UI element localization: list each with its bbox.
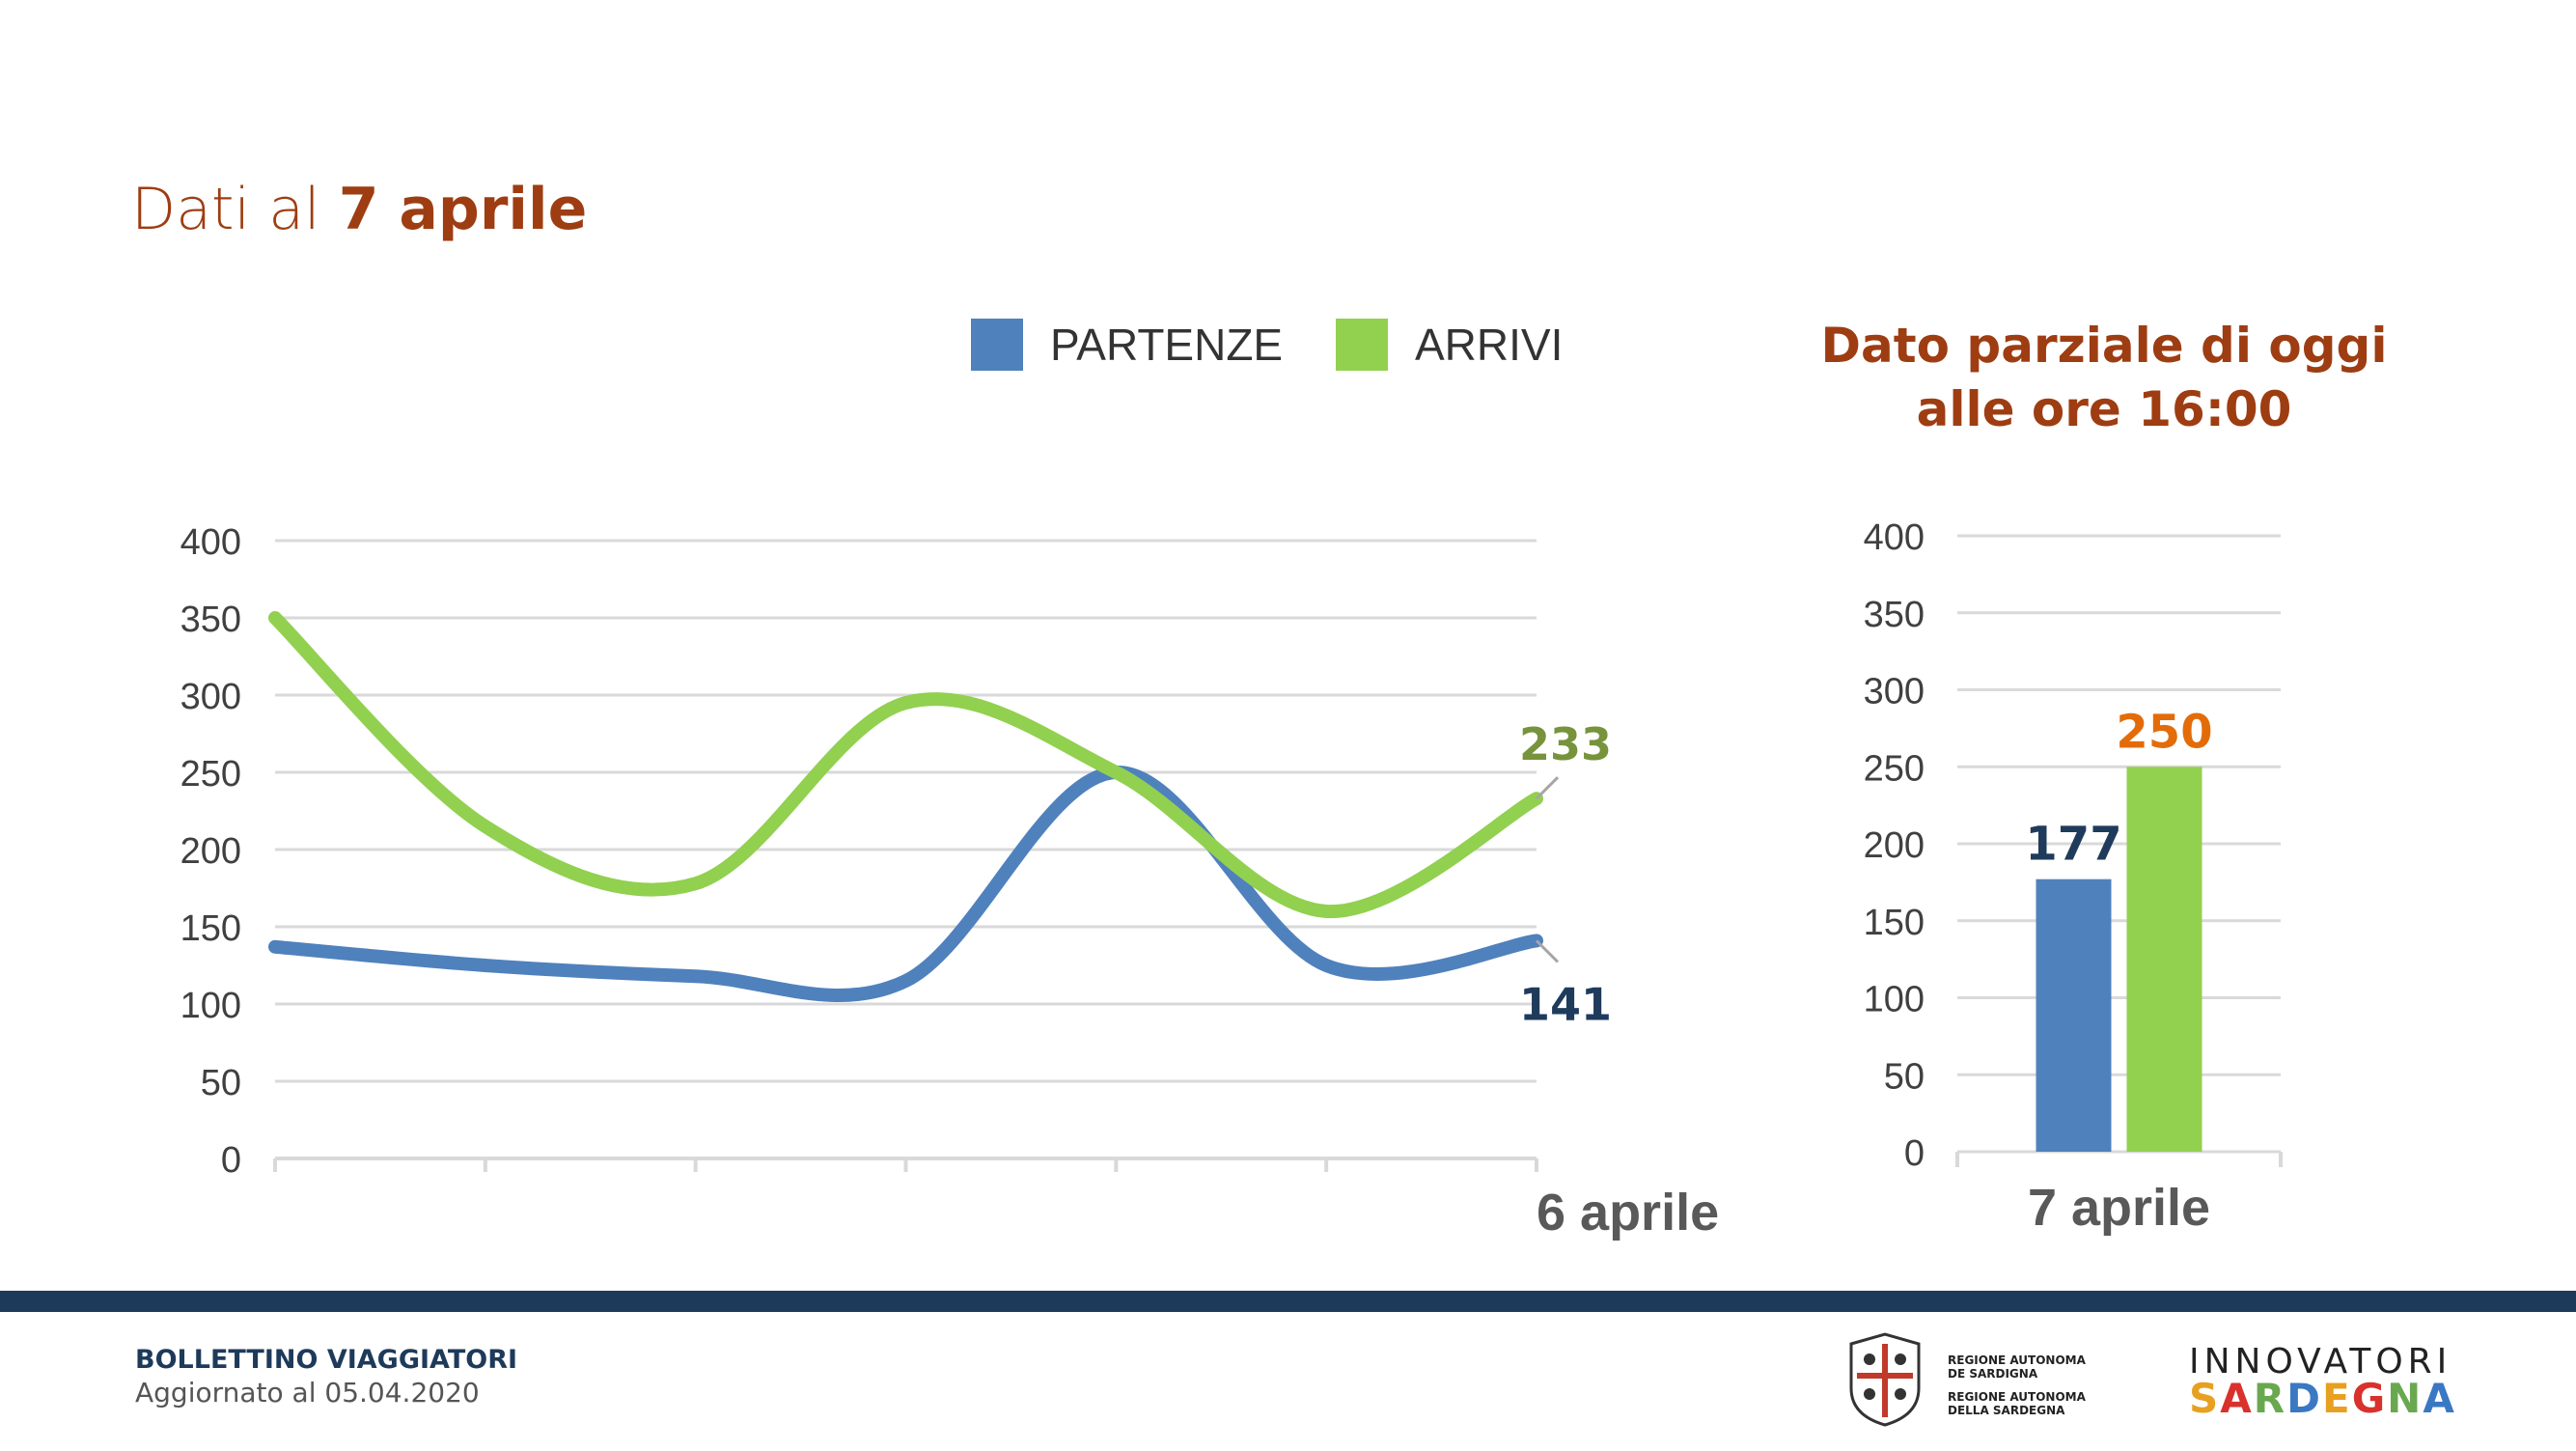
sardegna-letter: A <box>2220 1375 2254 1422</box>
region-line-1: REGIONE AUTONOMA <box>1948 1353 2086 1367</box>
sardegna-letter: D <box>2286 1375 2322 1422</box>
bar-label-arrivi: 250 <box>2116 705 2212 759</box>
legend-arrivi-label: ARRIVI <box>1415 320 1564 370</box>
sardegna-letter: N <box>2387 1375 2424 1422</box>
y-tick-label: 250 <box>180 754 241 795</box>
bar-y-tick-label: 400 <box>1864 517 1925 558</box>
y-tick-label: 0 <box>221 1140 241 1181</box>
bar-y-tick-label: 0 <box>1904 1133 1925 1174</box>
data-label-partenze: 141 <box>1519 978 1612 1030</box>
region-line-2: DE SARDIGNA <box>1948 1367 2038 1381</box>
partial-data-heading: Dato parziale di oggi alle ore 16:00 <box>1814 314 2394 441</box>
bar-y-tick-label: 100 <box>1864 980 1925 1020</box>
x-tick-label: 6 aprile <box>1537 1184 1719 1242</box>
innovatori-logo-text: INNOVATORI <box>2189 1342 2452 1381</box>
data-label-leader <box>1535 939 1560 963</box>
series-line-partenze <box>268 765 1543 1003</box>
y-tick-label: 200 <box>180 831 241 872</box>
legend-partenze-swatch <box>971 319 1023 371</box>
y-tick-label: 50 <box>201 1063 241 1103</box>
legend-partenze-label: PARTENZE <box>1050 320 1284 370</box>
page-title: Dati al 7 aprile <box>131 176 587 243</box>
region-seal-icon <box>1849 1332 1921 1427</box>
y-tick-label: 150 <box>180 908 241 949</box>
region-line-3: REGIONE AUTONOMA <box>1948 1390 2086 1404</box>
sardegna-letter: S <box>2189 1375 2221 1422</box>
bar-y-tick-label: 300 <box>1864 672 1925 712</box>
y-tick-label: 350 <box>180 600 241 640</box>
partial-data-line2: alle ore 16:00 <box>1916 381 2292 437</box>
title-prefix: Dati al <box>131 176 320 243</box>
footer-subtitle: Aggiornato al 05.04.2020 <box>135 1377 480 1409</box>
region-logo-text: REGIONE AUTONOMA DE SARDIGNA REGIONE AUT… <box>1948 1353 2086 1417</box>
sardegna-letter: R <box>2253 1375 2287 1422</box>
partial-data-line1: Dato parziale di oggi <box>1820 318 2388 374</box>
bar-y-tick-label: 200 <box>1864 825 1925 866</box>
sardegna-letter: A <box>2423 1375 2456 1422</box>
bar-y-tick-label: 50 <box>1884 1056 1925 1097</box>
data-label-arrivi: 233 <box>1519 718 1612 770</box>
bar-partenze <box>2036 879 2112 1152</box>
bar-label-partenze: 177 <box>2025 818 2121 872</box>
footer-bar <box>0 1291 2576 1312</box>
bar-category-label: 7 aprile <box>2028 1179 2210 1237</box>
series-line-arrivi <box>268 611 1543 919</box>
bar-y-tick-label: 350 <box>1864 595 1925 635</box>
sardegna-letter: E <box>2321 1375 2352 1422</box>
title-date: 7 aprile <box>338 176 588 243</box>
legend-arrivi-swatch <box>1336 319 1388 371</box>
y-tick-label: 300 <box>180 677 241 717</box>
legend-arrivi: ARRIVI <box>1336 319 1563 371</box>
footer-title: BOLLETTINO VIAGGIATORI <box>135 1345 518 1375</box>
region-line-4: DELLA SARDEGNA <box>1948 1404 2065 1417</box>
y-tick-label: 100 <box>180 986 241 1026</box>
sardegna-logo-text: SARDEGNA <box>2189 1375 2456 1422</box>
y-tick-label: 400 <box>180 522 241 563</box>
legend-partenze: PARTENZE <box>971 319 1283 371</box>
sardegna-letter: G <box>2351 1375 2388 1422</box>
bar-y-tick-label: 150 <box>1864 903 1925 943</box>
bar-arrivi <box>2126 767 2202 1152</box>
bar-y-tick-label: 250 <box>1864 748 1925 789</box>
data-label-leader <box>1535 776 1560 800</box>
